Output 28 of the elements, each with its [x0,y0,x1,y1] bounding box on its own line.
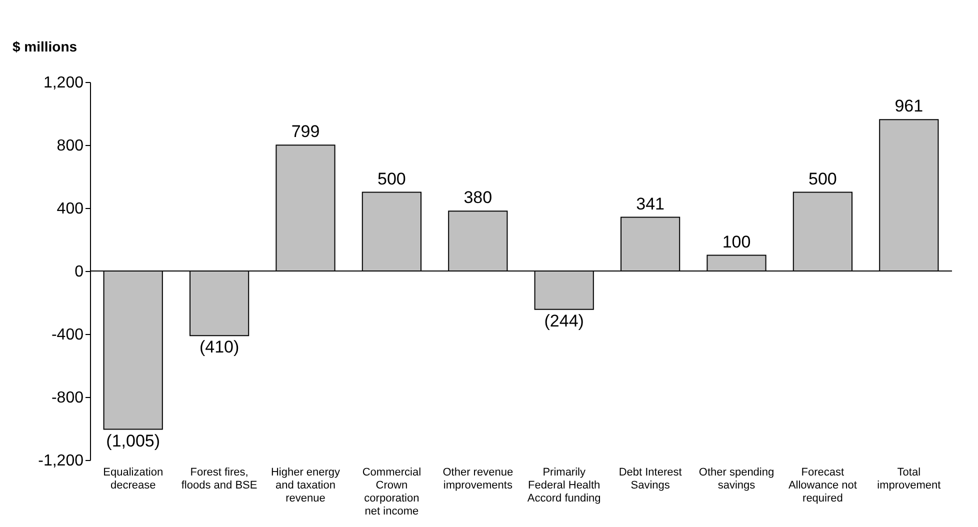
x-tick-label: Forest fires, floods and BSE [181,466,258,492]
y-tick-label: 400 [56,200,84,218]
data-label: 961 [894,96,924,116]
x-tick-label: Primarily Federal Health Accord funding [527,466,601,504]
data-label: (244) [544,311,584,330]
y-tick-label: 1,200 [43,74,84,92]
x-tick-label: Forecast Allowance not required [788,466,857,504]
data-label: 341 [636,194,664,214]
x-tick-label: Total improvement [877,466,941,492]
y-tick-label: 0 [74,264,84,280]
data-label: 100 [722,232,751,252]
y-tick-label: -1,200 [38,452,84,470]
data-label: (1,005) [106,431,160,450]
x-tick-label: Higher energy and taxation revenue [270,466,341,504]
data-label: 500 [378,169,406,188]
x-tick-label: Equalization decrease [103,466,164,492]
x-tick-label: Commercial Crown corporation net income [362,466,422,518]
x-tick-label: Other revenue improvements [442,466,514,492]
y-tick-label: -800 [51,390,84,406]
y-tick-label: 800 [56,138,84,154]
x-tick-label: Other spending savings [698,466,774,492]
y-axis-title: $ millions [12,38,78,54]
data-label: 799 [291,122,320,142]
data-label: 380 [464,188,492,208]
y-tick-label: -400 [51,326,84,344]
data-label: 500 [808,169,837,188]
data-label: (410) [199,338,240,357]
x-tick-label: Debt Interest Savings [618,466,682,492]
